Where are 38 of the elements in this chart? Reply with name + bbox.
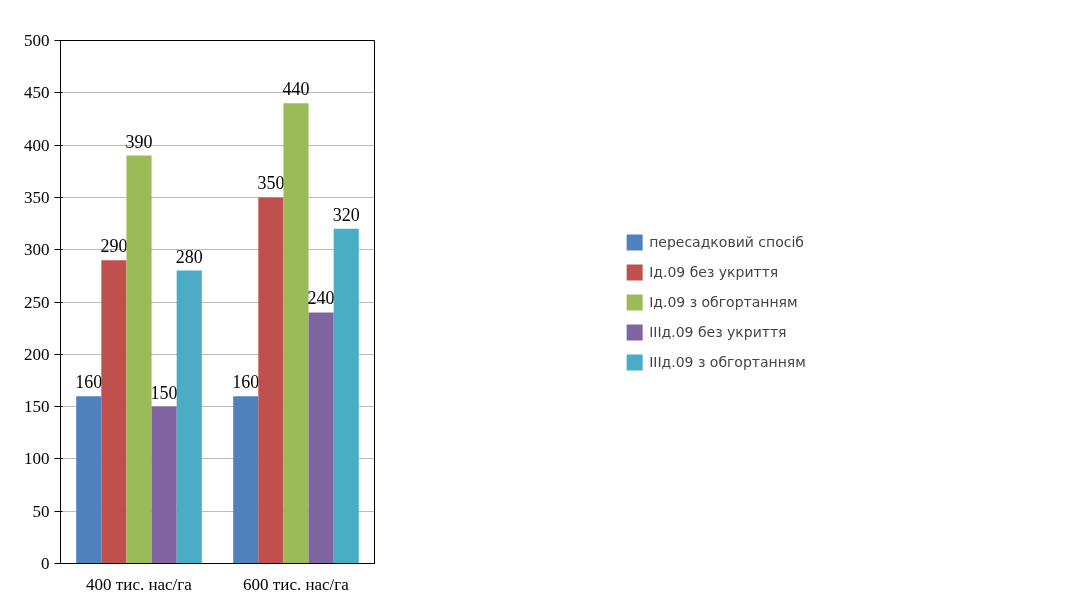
legend-label: ІІІд.09 з обгортанням (649, 353, 806, 370)
y-tick-label: 200 (24, 344, 50, 364)
data-label: 390 (125, 131, 153, 152)
data-label: 280 (175, 246, 203, 267)
legend-label: Ід.09 з обгортанням (649, 293, 798, 310)
bar (101, 260, 127, 564)
y-tick-label: 400 (24, 135, 50, 155)
legend-label: ІІІд.09 без укриття (649, 323, 787, 340)
y-tick-label: 150 (24, 397, 50, 417)
data-label: 350 (257, 173, 285, 194)
bar (308, 312, 334, 564)
data-label: 440 (282, 79, 310, 100)
y-tick-label: 300 (24, 240, 50, 260)
data-label: 150 (150, 382, 178, 403)
bar (126, 155, 152, 564)
y-tick-label: 100 (24, 449, 50, 469)
y-tick-label: 450 (24, 83, 50, 103)
data-label: 320 (332, 204, 360, 225)
y-tick-label: 250 (24, 292, 50, 312)
data-label: 290 (100, 236, 128, 257)
bar (233, 396, 259, 564)
y-tick-label: 500 (24, 31, 50, 50)
bar (283, 103, 309, 564)
data-label: 240 (307, 288, 335, 309)
y-tick-label: 0 (41, 554, 50, 573)
data-label: 160 (232, 372, 260, 393)
legend-label: Ід.09 без укриття (649, 263, 779, 280)
x-tick-label: 400 тис. нас/га (86, 574, 193, 594)
bar (176, 270, 202, 564)
bar (76, 396, 102, 564)
bar (151, 406, 177, 564)
legend-label: пересадковий спосіб (649, 233, 804, 250)
bar (333, 228, 359, 564)
y-tick-label: 350 (24, 187, 50, 207)
bar (258, 197, 284, 564)
data-label: 160 (75, 372, 103, 393)
x-tick-label: 600 тис. нас/га (243, 574, 350, 594)
y-tick-label: 50 (32, 501, 50, 521)
